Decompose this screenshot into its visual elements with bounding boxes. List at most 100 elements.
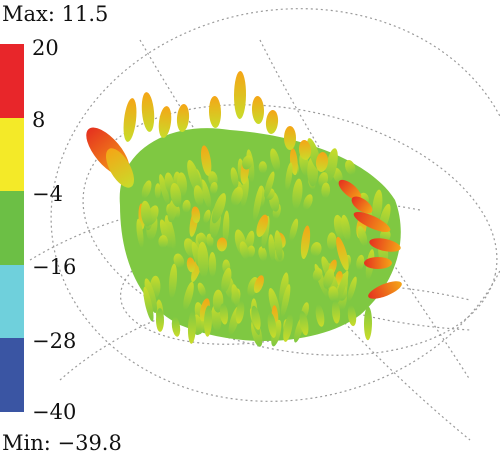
pattern-lobe bbox=[345, 160, 356, 175]
min-value-label: Min: −39.8 bbox=[2, 431, 122, 455]
colorbar-tick-20: 20 bbox=[32, 36, 59, 60]
pattern-lobe bbox=[200, 179, 212, 209]
pattern-lobe bbox=[299, 311, 309, 336]
colorbar-segment-yellow bbox=[0, 117, 24, 192]
pattern-lobe bbox=[258, 246, 267, 262]
pattern-lobe-peak bbox=[265, 110, 279, 134]
pattern-lobe bbox=[140, 200, 152, 227]
pattern-lobe bbox=[289, 218, 299, 242]
pattern-lobe bbox=[155, 308, 165, 332]
colorbar-tick-minus40: −40 bbox=[32, 400, 77, 424]
pattern-lobe bbox=[164, 215, 176, 250]
pattern-lobe bbox=[187, 310, 197, 344]
pattern-lobe bbox=[347, 276, 357, 302]
pattern-lobe-peak bbox=[338, 179, 362, 201]
pattern-lobe bbox=[341, 214, 351, 242]
colorbar-tick-minus28: −28 bbox=[32, 329, 77, 353]
pattern-lobe bbox=[336, 236, 349, 271]
pattern-lobe-peak bbox=[158, 106, 172, 138]
pattern-lobe-peak bbox=[368, 281, 402, 299]
pattern-lobe bbox=[159, 219, 172, 249]
colorbar-tick-minus16: −16 bbox=[32, 255, 77, 279]
pattern-lobe bbox=[331, 300, 341, 324]
pattern-lobe bbox=[230, 167, 239, 188]
pattern-lobe-peak bbox=[364, 257, 392, 269]
pattern-lobe bbox=[357, 226, 368, 247]
pattern-lobe bbox=[203, 209, 211, 224]
pattern-lobe bbox=[231, 284, 240, 307]
pattern-lobe bbox=[186, 257, 196, 273]
pattern-lobe bbox=[251, 305, 261, 330]
pattern-lobe-peak bbox=[283, 126, 297, 150]
pattern-lobe bbox=[197, 232, 207, 247]
pattern-lobe bbox=[312, 268, 323, 282]
pattern-lobe-peak bbox=[176, 104, 190, 132]
pattern-lobe bbox=[143, 286, 154, 322]
pattern-lobe bbox=[300, 225, 311, 260]
pattern-lobe bbox=[323, 268, 335, 289]
pattern-lobe bbox=[222, 210, 230, 244]
pattern-lobe bbox=[231, 186, 243, 206]
pattern-lobe bbox=[221, 267, 232, 293]
pattern-lobe bbox=[267, 312, 277, 338]
pattern-lobe-peak bbox=[106, 148, 134, 188]
pattern-lobe bbox=[292, 178, 303, 210]
pattern-lobe bbox=[240, 176, 249, 207]
pattern-lobe bbox=[279, 272, 289, 306]
pattern-lobe bbox=[210, 181, 218, 195]
colorbar-tick-minus4: −4 bbox=[32, 182, 63, 206]
pattern-lobe bbox=[168, 263, 178, 299]
colorbar-segment-green bbox=[0, 191, 24, 265]
pattern-lobe bbox=[285, 162, 293, 191]
pattern-lobe bbox=[197, 241, 209, 278]
pattern-lobe bbox=[256, 214, 269, 238]
pattern-lobe-peak bbox=[251, 96, 265, 124]
pattern-lobe bbox=[328, 286, 339, 302]
pattern-lobe bbox=[271, 319, 282, 347]
pattern-lobe bbox=[310, 242, 322, 257]
pattern-lobe bbox=[216, 237, 228, 252]
pattern-lobe bbox=[253, 186, 262, 222]
pattern-lobe bbox=[258, 161, 267, 174]
pattern-lobe-peak bbox=[233, 71, 247, 119]
pattern-lobe-peak bbox=[351, 196, 373, 214]
pattern-lobe bbox=[173, 253, 185, 268]
grid-ellipse-outer bbox=[50, 8, 500, 402]
colorbar-tick-8: 8 bbox=[32, 108, 46, 132]
pattern-lobe bbox=[136, 218, 144, 248]
pattern-lobe bbox=[159, 174, 170, 205]
pattern-lobe bbox=[372, 189, 383, 223]
pattern-lobe bbox=[253, 275, 264, 294]
pattern-lobe bbox=[193, 185, 204, 206]
colorbar-segment-blue bbox=[0, 338, 24, 412]
pattern-lobe bbox=[268, 234, 276, 261]
pattern-lobe-peak bbox=[315, 152, 329, 172]
colorbar-segment-cyan bbox=[0, 264, 24, 339]
pattern-lobe bbox=[274, 230, 283, 261]
pattern-lobe bbox=[280, 284, 291, 318]
pattern-lobe-peak bbox=[141, 92, 155, 132]
pattern-lobe-peak bbox=[353, 211, 391, 233]
pattern-lobe bbox=[336, 270, 349, 304]
pattern-lobe bbox=[170, 182, 182, 207]
pattern-lobe bbox=[200, 145, 212, 176]
pattern-lobe bbox=[183, 281, 194, 311]
pattern-lobe bbox=[327, 232, 337, 251]
pattern-lobe-peak bbox=[208, 96, 222, 128]
pattern-lobe bbox=[356, 254, 365, 271]
pattern-lobe-peak bbox=[298, 140, 312, 160]
pattern-lobe bbox=[191, 206, 201, 224]
pattern-lobe bbox=[347, 305, 357, 327]
max-value-label: Max: 11.5 bbox=[2, 2, 109, 26]
pattern-lobe bbox=[321, 182, 331, 199]
pattern-lobe bbox=[182, 199, 191, 213]
pattern-lobe bbox=[325, 148, 338, 183]
pattern-lobe bbox=[239, 241, 249, 260]
colorbar-segment-red bbox=[0, 44, 24, 118]
pattern-lobe bbox=[219, 303, 229, 325]
pattern-lobe bbox=[208, 252, 217, 278]
pattern-lobe bbox=[264, 171, 275, 198]
pattern-lobe bbox=[197, 282, 206, 297]
pattern-lobe bbox=[270, 148, 281, 171]
